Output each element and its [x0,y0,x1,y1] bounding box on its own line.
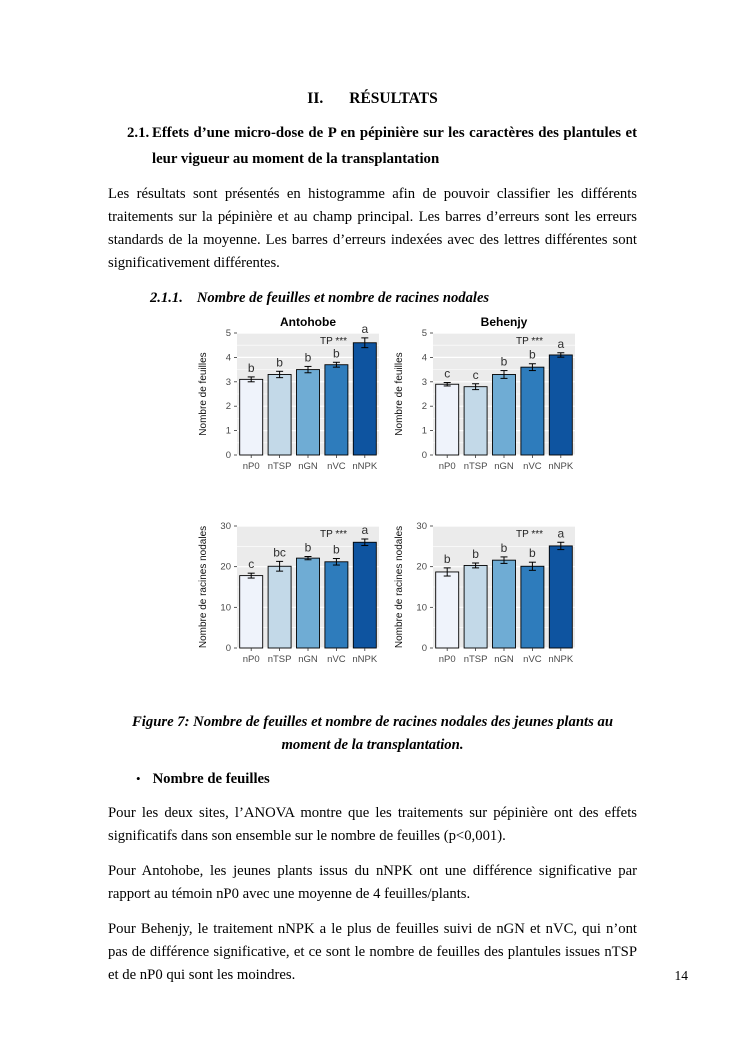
heading-2-1-1-number: 2.1.1. [150,290,183,307]
svg-text:30: 30 [220,521,231,532]
svg-text:30: 30 [416,521,427,532]
svg-text:nNPK: nNPK [548,654,573,665]
page-number: 14 [674,968,689,983]
section-number: II. [307,90,324,107]
svg-text:nTSP: nTSP [267,654,291,665]
svg-text:0: 0 [421,450,426,461]
svg-text:nNPK: nNPK [352,654,377,665]
svg-text:b: b [276,356,283,370]
heading-2-1-1-text: Nombre de feuilles et nombre de racines … [196,290,490,307]
svg-text:nP0: nP0 [438,461,455,472]
bar-chart-behenjy-feuilles: Behenjy Nombre de feuilles 0 1 2 3 4 5 c nP0 c nTSP… [391,313,579,484]
svg-text:TP ***: TP *** [516,336,543,347]
svg-text:nTSP: nTSP [463,654,487,665]
svg-text:nNPK: nNPK [352,461,377,472]
bullet-icon: • [136,771,141,787]
svg-text:20: 20 [416,562,427,573]
svg-text:Nombre de feuilles: Nombre de feuilles [394,353,405,436]
bullet-heading: Nombre de feuilles [152,771,270,788]
svg-text:b: b [333,347,340,361]
svg-text:3: 3 [225,377,230,388]
svg-text:Behenjy: Behenjy [480,315,527,329]
svg-text:Antohobe: Antohobe [280,315,336,329]
svg-text:nVC: nVC [327,654,346,665]
svg-text:4: 4 [421,353,426,364]
svg-text:b: b [333,543,340,557]
svg-text:b: b [247,361,254,375]
svg-text:a: a [557,527,564,541]
paragraph-anova: Pour les deux sites, l’ANOVA montre que … [108,805,637,844]
heading-2-1-text: Effets d’une micro-dose de P en pépinièr… [152,125,637,167]
svg-text:c: c [444,367,450,381]
svg-text:TP ***: TP *** [320,336,347,347]
svg-text:nVC: nVC [523,461,542,472]
svg-text:0: 0 [225,450,230,461]
svg-text:bc: bc [273,546,286,560]
svg-text:TP ***: TP *** [516,529,543,540]
svg-text:nP0: nP0 [438,654,455,665]
paragraph-antohobe: Pour Antohobe, les jeunes plants issus d… [108,862,637,902]
svg-text:b: b [529,348,536,362]
figure-7: Antohobe Nombre de feuilles 0 1 2 3 4 5 b nP0 b nTS… [195,313,579,677]
svg-text:nNPK: nNPK [548,461,573,472]
svg-text:c: c [472,368,478,382]
svg-text:10: 10 [416,603,427,614]
svg-text:1: 1 [421,426,426,437]
svg-text:nP0: nP0 [242,461,259,472]
svg-text:a: a [361,322,368,336]
svg-text:a: a [361,523,368,537]
svg-text:b: b [443,552,450,566]
svg-text:nGN: nGN [494,654,514,665]
svg-text:nP0: nP0 [242,654,259,665]
svg-text:b: b [304,351,311,365]
svg-text:nGN: nGN [298,654,318,665]
svg-text:b: b [304,541,311,555]
svg-text:20: 20 [220,562,231,573]
section-title-text: RÉSULTATS [349,90,438,107]
heading-2-1: 2.1. Effets d’une micro-dose de P en pép… [127,121,637,173]
svg-text:2: 2 [421,402,426,413]
svg-text:2: 2 [225,402,230,413]
svg-text:nVC: nVC [523,654,542,665]
svg-text:3: 3 [421,377,426,388]
svg-text:b: b [472,547,479,561]
svg-text:10: 10 [220,603,231,614]
intro-paragraph: Les résultats sont présentés en histogra… [108,185,637,271]
svg-text:b: b [500,355,507,369]
svg-text:Nombre de racines nodales: Nombre de racines nodales [394,526,405,648]
svg-text:nGN: nGN [494,461,514,472]
bar-chart-antohobe-racines: Nombre de racines nodales 0 10 20 30 c nP0 bc nT… [195,520,383,677]
svg-text:Nombre de feuilles: Nombre de feuilles [198,353,209,436]
svg-text:nTSP: nTSP [463,461,487,472]
svg-text:0: 0 [421,643,426,654]
paragraph-behenjy: Pour Behenjy, le traitement nNPK a le pl… [108,920,637,983]
svg-text:1: 1 [225,426,230,437]
page-content: II. RÉSULTATS 2.1. Effets d’une micro-dos… [108,90,637,998]
svg-text:nVC: nVC [327,461,346,472]
svg-text:nGN: nGN [298,461,318,472]
svg-text:Nombre de racines nodales: Nombre de racines nodales [198,526,209,648]
heading-2-1-1: 2.1.1. Nombre de feuilles et nombre de ra… [150,290,637,307]
figure-caption: Figure 7: Nombre de feuilles et nombre d… [131,714,613,754]
bar-chart-behenjy-racines: Nombre de racines nodales 0 10 20 30 b nP0 b nTS… [391,520,579,677]
svg-text:4: 4 [225,353,230,364]
svg-text:b: b [529,547,536,561]
svg-text:5: 5 [225,328,230,339]
heading-2-1-number: 2.1. [127,125,150,141]
svg-text:nTSP: nTSP [267,461,291,472]
bullet-item: • Nombre de feuilles [136,771,637,788]
section-title: II. RÉSULTATS [108,90,637,108]
svg-text:5: 5 [421,328,426,339]
bar-chart-antohobe-feuilles: Antohobe Nombre de feuilles 0 1 2 3 4 5 b nP0 b nTS… [195,313,383,484]
svg-text:a: a [557,337,564,351]
svg-text:TP ***: TP *** [320,529,347,540]
svg-text:c: c [248,558,254,572]
svg-text:b: b [500,541,507,555]
svg-text:0: 0 [225,643,230,654]
